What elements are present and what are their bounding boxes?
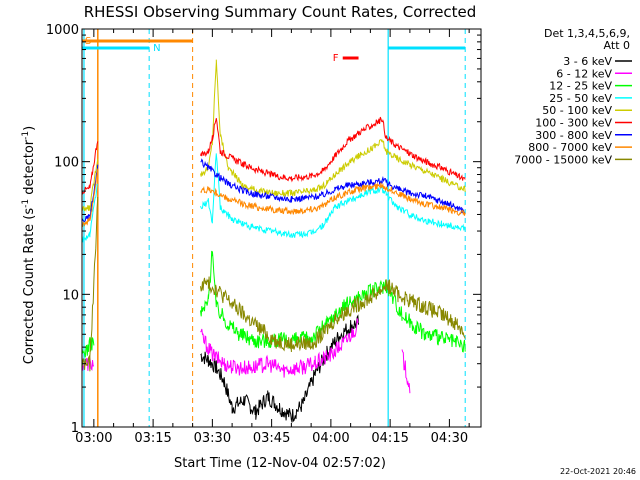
- series-line-1: [81, 318, 411, 394]
- legend-label-8: 7000 - 15000 keV: [514, 153, 612, 166]
- series-line-7: [81, 168, 466, 228]
- y-axis-label-end: ): [22, 126, 37, 131]
- legend-label-4: 50 - 100 keV: [542, 104, 612, 117]
- night-label: N: [153, 43, 160, 54]
- x-tick-label-0: 03:00: [75, 431, 112, 446]
- x-tick-label-1: 03:15: [134, 431, 171, 446]
- y-tick-label-3: 1000: [46, 23, 79, 38]
- y-tick-label-1: 10: [62, 288, 79, 303]
- x-tick-label-2: 03:30: [194, 431, 231, 446]
- series-line-3: [81, 153, 466, 243]
- legend-label-3: 25 - 50 keV: [549, 92, 612, 105]
- legend-label-6: 300 - 800 keV: [535, 129, 612, 142]
- series-line-5: [81, 116, 466, 195]
- axis-ticks: 03:00 03:15 03:30 03:45 04:00 04:15 04:30 1 10 10…: [46, 23, 481, 446]
- series-line-2: [81, 250, 466, 358]
- y-tick-label-2: 100: [54, 156, 79, 171]
- x-axis-label: Start Time (12-Nov-04 02:57:02): [174, 456, 386, 471]
- y-axis-label-mid: detector: [22, 139, 37, 199]
- legend-label-1: 6 - 12 keV: [556, 67, 612, 80]
- legend-label-7: 800 - 7000 keV: [528, 141, 612, 154]
- legend-label-2: 12 - 25 keV: [549, 80, 612, 93]
- legend-label-5: 100 - 300 keV: [535, 117, 612, 130]
- series-line-4: [81, 59, 466, 212]
- y-axis-label-sup1: -1: [21, 199, 31, 208]
- footer-timestamp: 22-Oct-2021 20:46: [560, 467, 636, 476]
- x-tick-label-5: 04:15: [371, 431, 408, 446]
- legend-subtitle: Att 0: [604, 39, 630, 52]
- series-line-0: [200, 314, 359, 423]
- plot-frame: [81, 28, 482, 428]
- y-axis-label: Corrected Count Rate (s-1 detector-1): [21, 126, 37, 364]
- x-tick-label-4: 04:00: [312, 431, 349, 446]
- legend-label-0: 3 - 6 keV: [563, 55, 612, 68]
- series-line-8: [81, 196, 466, 372]
- chart-title: RHESSI Observing Summary Count Rates, Co…: [84, 3, 477, 21]
- y-axis-label-main: Corrected Count Rate (s: [22, 208, 37, 365]
- flare-label: F: [333, 53, 339, 64]
- y-tick-label-0: 1: [71, 421, 79, 436]
- plot-area: S N F: [81, 29, 466, 427]
- y-axis-label-sup2: -1: [21, 131, 31, 140]
- saa-label: S: [85, 36, 91, 47]
- legend-title: Det 1,3,4,5,6,9,: [544, 27, 630, 40]
- x-tick-label-3: 03:45: [253, 431, 290, 446]
- x-tick-label-6: 04:30: [431, 431, 468, 446]
